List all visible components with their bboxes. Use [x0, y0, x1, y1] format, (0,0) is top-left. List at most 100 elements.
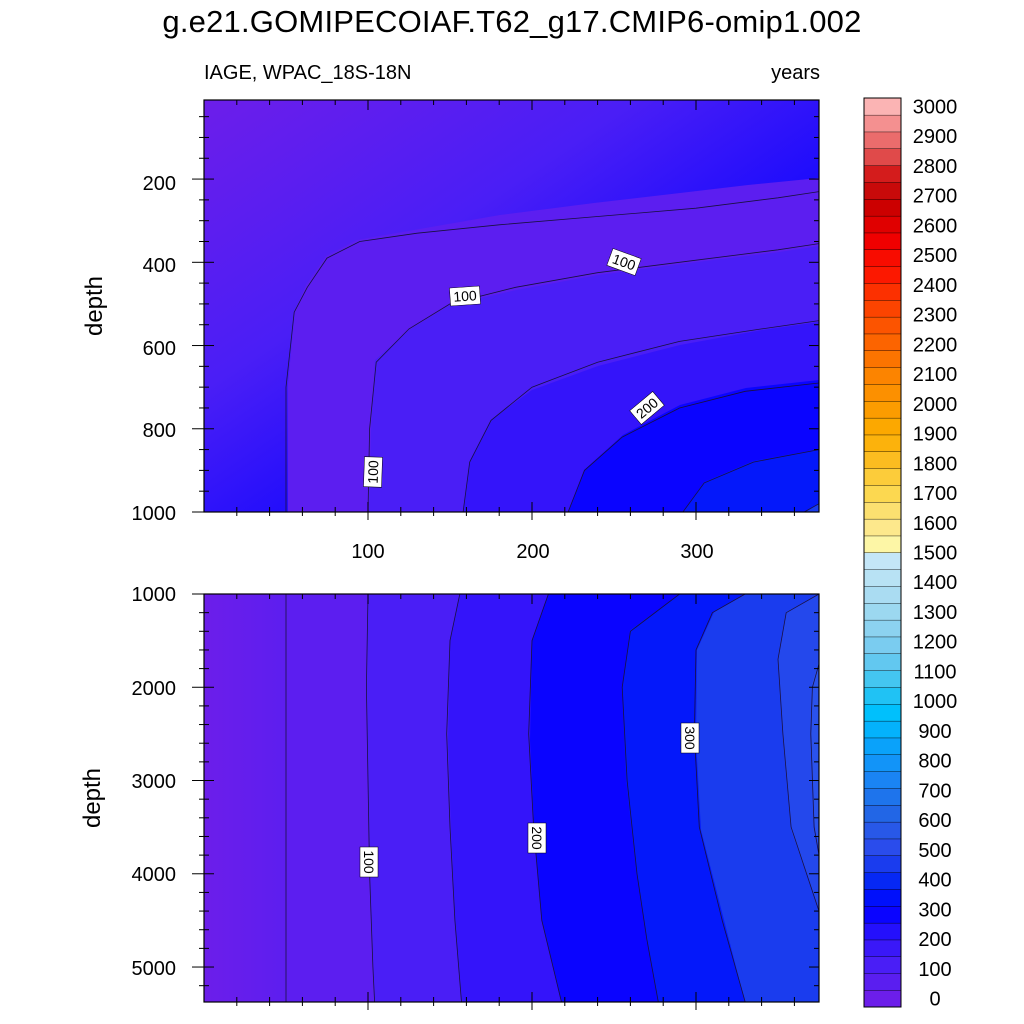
- contour-line-100: [365, 594, 375, 1002]
- colorbar-label: 1600: [913, 513, 958, 535]
- upper-xtick-label: 300: [680, 541, 713, 563]
- colorbar-bin: [863, 333, 902, 352]
- colorbar-bin: [863, 518, 902, 537]
- colorbar-label: 1700: [913, 483, 958, 505]
- upper-y-tick-labels: 200 400 600 800 1000: [132, 173, 177, 525]
- lower-contour-label: 100: [359, 846, 379, 878]
- colorbar-bin: [863, 838, 902, 856]
- colorbar-label: 1800: [913, 453, 958, 475]
- colorbar-bin: [863, 771, 902, 789]
- colorbar-label: 0: [929, 989, 940, 1011]
- lower-ytick-label: 5000: [132, 958, 177, 980]
- colorbar-label: 800: [918, 751, 951, 773]
- colorbar-bin: [863, 686, 902, 705]
- lower-contour-labels: 100 200 300: [359, 722, 700, 878]
- colorbar-bin: [863, 619, 902, 638]
- lower-contour-lines: [285, 594, 819, 1002]
- colorbar-bin: [863, 148, 902, 166]
- contour-line-250: [682, 449, 819, 512]
- colorbar-bin: [863, 602, 902, 621]
- colorbar-label: 200: [918, 929, 951, 951]
- upper-xtick-label: 200: [516, 541, 549, 563]
- colorbar-bin: [863, 417, 902, 436]
- colorbar-bin: [863, 266, 902, 284]
- colorbar-label: 700: [918, 780, 951, 802]
- colorbar-label: 2800: [913, 156, 958, 178]
- colorbar-bin: [863, 939, 902, 957]
- colorbar-bin: [863, 97, 902, 116]
- lower-y-tick-labels: 1000 2000 3000 4000 5000: [132, 584, 177, 980]
- lower-contour-label: 300: [680, 722, 700, 754]
- upper-contour-label: 100: [363, 456, 383, 488]
- colorbar-label: 2100: [913, 364, 958, 386]
- colorbar-label: 400: [918, 870, 951, 892]
- upper-contour-label: 200: [629, 391, 665, 425]
- upper-ytick-label: 600: [143, 338, 176, 360]
- colorbar-label: 1200: [913, 632, 958, 654]
- colorbar-label: 1000: [913, 691, 958, 713]
- upper-ticks: [192, 100, 819, 520]
- lower-frame: [203, 593, 820, 1003]
- colorbar-bin: [863, 249, 902, 267]
- upper-contour-lines: [285, 191, 819, 512]
- colorbar-labels: 0 100 200 300 400 500 600 700 800 900 1000 1100 1200…: [913, 96, 958, 1010]
- upper-contour-labels: 100 100 100 200: [363, 248, 665, 488]
- colorbar-bin: [863, 367, 902, 385]
- colorbar-bin: [863, 720, 902, 739]
- svg-text:100: 100: [361, 850, 377, 874]
- colorbar-bin: [863, 956, 902, 974]
- contour-line-200: [567, 382, 819, 512]
- colorbar-label: 2300: [913, 305, 958, 327]
- colorbar-bin: [863, 636, 902, 654]
- svg-text:300: 300: [682, 726, 698, 750]
- colorbar-bin: [863, 552, 902, 570]
- colorbar-bin: [863, 501, 902, 520]
- colorbar-bin: [863, 350, 902, 368]
- colorbar-bin: [863, 165, 902, 183]
- colorbar-bin: [863, 670, 902, 688]
- contour-line-200: [528, 594, 562, 1002]
- colorbar-bin: [863, 737, 902, 755]
- colorbar-label: 2900: [913, 126, 958, 148]
- upper-ytick-label: 400: [143, 255, 176, 277]
- colorbar-bin: [863, 888, 902, 907]
- colorbar-bin: [863, 383, 902, 402]
- lower-ytick-label: 4000: [132, 864, 177, 886]
- contour-line-50: [285, 191, 819, 512]
- contour-line-150: [462, 320, 819, 512]
- colorbar-bin: [863, 905, 902, 924]
- colorbar-bin: [863, 316, 902, 335]
- colorbar-label: 1900: [913, 424, 958, 446]
- colorbar-bin: [863, 787, 902, 806]
- colorbar-bin: [863, 653, 902, 671]
- colorbar-label: 100: [918, 959, 951, 981]
- colorbar-bins: [863, 97, 902, 1008]
- contour-line-350: [777, 594, 819, 912]
- upper-panel: 200 400 600 800 1000 100 200 300 depth 1…: [81, 99, 820, 563]
- lower-y-axis-label: depth: [79, 768, 106, 828]
- colorbar-bin: [863, 569, 902, 587]
- colorbar-label: 1500: [913, 543, 958, 565]
- upper-contour-label: 100: [606, 248, 642, 276]
- upper-fill-250: [683, 449, 819, 512]
- svg-text:100: 100: [610, 250, 638, 273]
- upper-y-axis-label: depth: [81, 276, 108, 336]
- colorbar-bin: [863, 754, 902, 772]
- colorbar-label: 2000: [913, 394, 958, 416]
- upper-xtick-label: 100: [351, 541, 384, 563]
- colorbar-bin: [863, 922, 902, 941]
- upper-ytick-label: 1000: [132, 503, 177, 525]
- colorbar-label: 2700: [913, 186, 958, 208]
- colorbar-bin: [863, 232, 902, 250]
- svg-text:100: 100: [453, 287, 478, 305]
- colorbar-label: 1100: [913, 662, 956, 684]
- upper-contour-label: 100: [449, 285, 481, 307]
- upper-ytick-label: 200: [143, 173, 176, 195]
- colorbar-label: 3000: [913, 96, 958, 118]
- colorbar-bin: [863, 989, 902, 1008]
- colorbar-bin: [863, 703, 902, 722]
- colorbar-bin: [863, 804, 902, 823]
- colorbar-frame: [863, 97, 902, 1008]
- lower-fill-400: [811, 660, 819, 850]
- lower-ytick-label: 1000: [132, 584, 177, 606]
